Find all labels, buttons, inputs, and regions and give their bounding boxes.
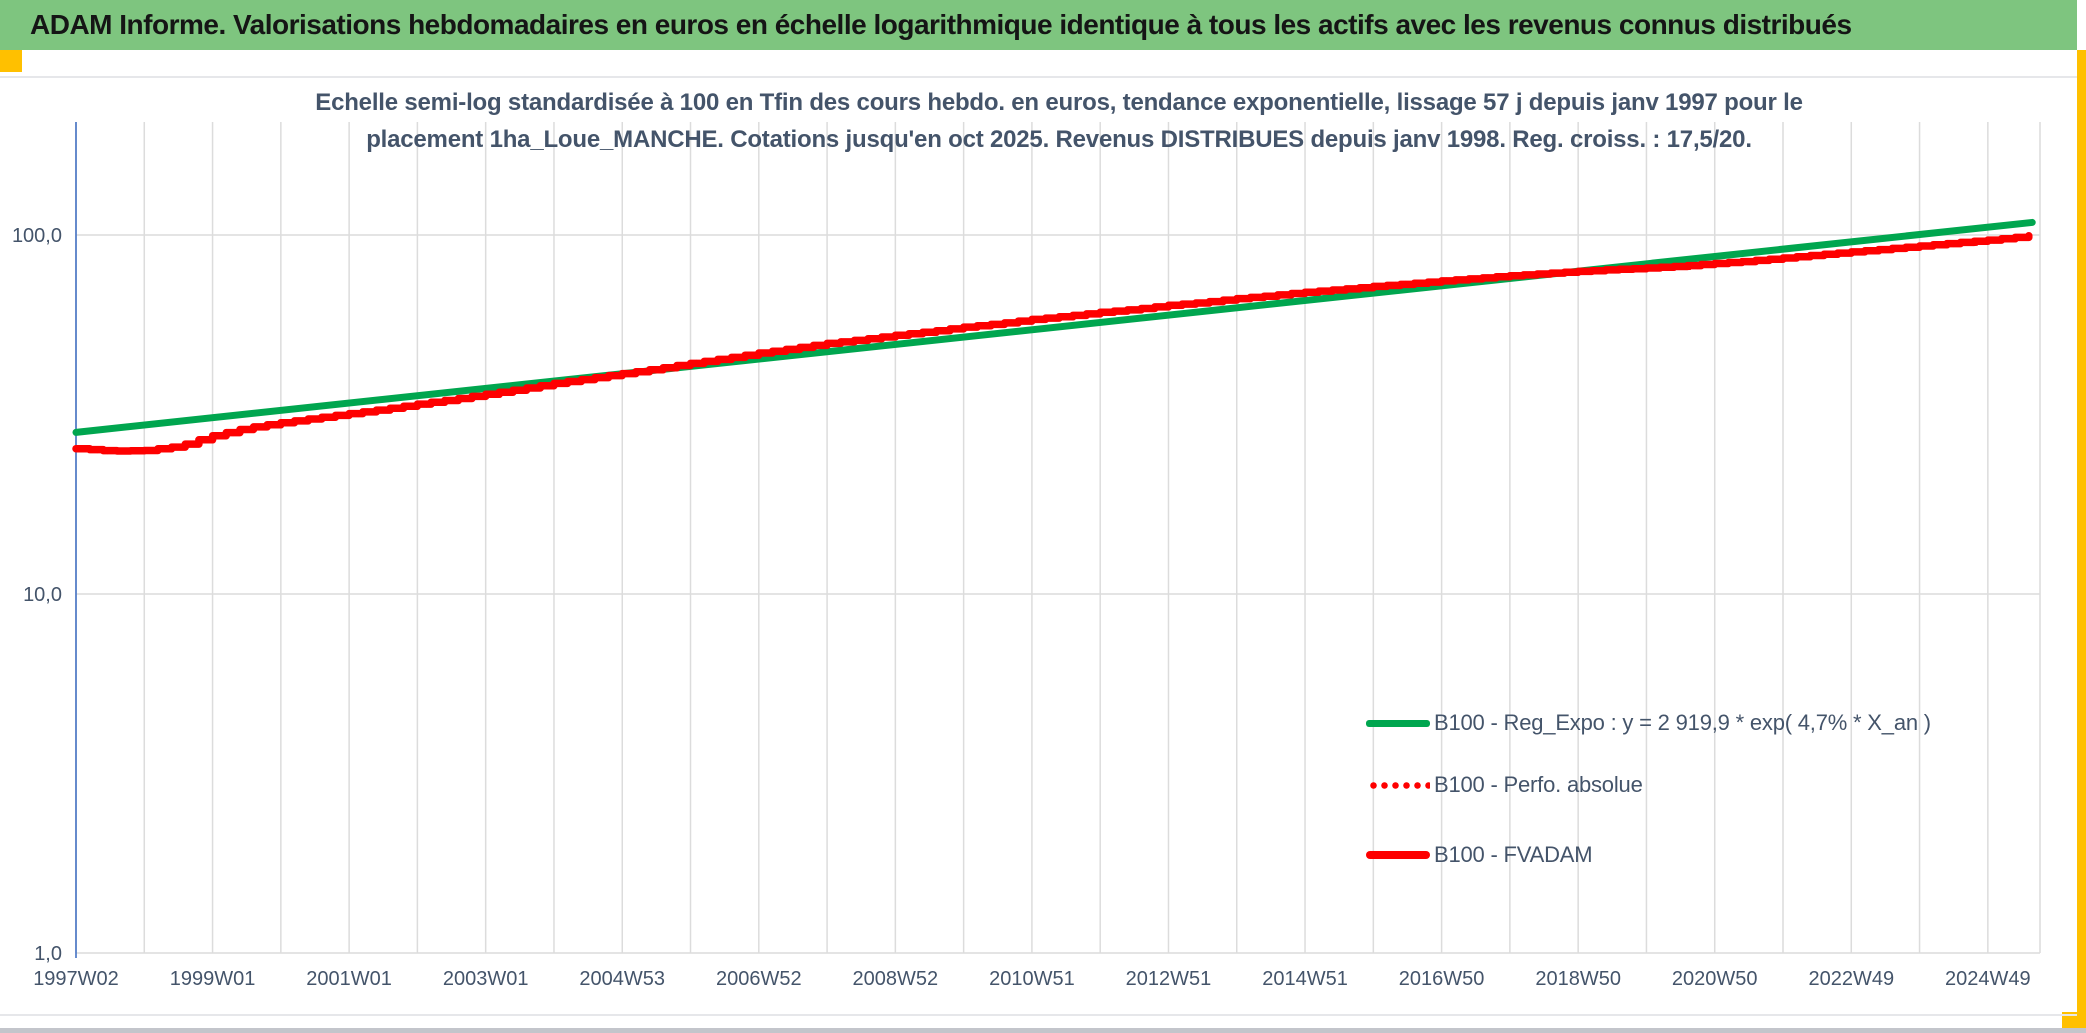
x-tick-label: 2024W49	[1945, 968, 2031, 990]
x-tick-label: 2014W51	[1262, 968, 1348, 990]
x-tick-label: 2018W50	[1535, 968, 1621, 990]
page-title: ADAM Informe. Valorisations hebdomadaire…	[30, 9, 1852, 40]
legend-label-fvadam: B100 - FVADAM	[1434, 842, 1593, 867]
legend-item-perfo-absolue: B100 - Perfo. absolue	[1366, 770, 1643, 800]
x-tick-label: 2003W01	[443, 968, 529, 990]
orange-corner-top-left	[0, 50, 22, 72]
chart-top-border	[0, 76, 2077, 78]
x-tick-label: 1999W01	[170, 968, 256, 990]
series-reg-expo-line	[72, 218, 2036, 436]
red-dotted-line-swatch-icon	[1366, 781, 1430, 789]
series-fvadam-line	[72, 232, 2033, 455]
x-tick-label: 1997W02	[33, 968, 119, 990]
bottom-screen-strip	[0, 1028, 2086, 1033]
x-tick-label: 2020W50	[1672, 968, 1758, 990]
orange-corner-bottom-right	[2062, 1012, 2086, 1033]
x-tick-label: 2006W52	[716, 968, 802, 990]
series-perfo-absolue-line	[72, 232, 2033, 455]
orange-strip-right	[2077, 50, 2086, 1033]
legend-item-reg-expo: B100 - Reg_Expo : y = 2 919,9 * exp( 4,7…	[1366, 708, 1931, 738]
y-tick-label: 10,0	[23, 584, 62, 606]
x-tick-label: 2022W49	[1808, 968, 1894, 990]
x-tick-label: 2012W51	[1126, 968, 1212, 990]
header-bar: ADAM Informe. Valorisations hebdomadaire…	[0, 0, 2077, 50]
x-tick-label: 2010W51	[989, 968, 1075, 990]
red-solid-line-swatch-icon	[1366, 851, 1430, 859]
chart-subtitle-line1: Echelle semi-log standardisée à 100 en T…	[315, 89, 1803, 116]
legend-label-perfo-absolue: B100 - Perfo. absolue	[1434, 772, 1643, 797]
chart-subtitle-line2: placement 1ha_Loue_MANCHE. Cotations jus…	[366, 126, 1752, 153]
green-trend-line-swatch-icon	[1366, 719, 1430, 727]
legend-label-reg-expo: B100 - Reg_Expo : y = 2 919,9 * exp( 4,7…	[1434, 710, 1931, 735]
y-tick-label: 1,0	[34, 943, 62, 965]
x-tick-label: 2001W01	[306, 968, 392, 990]
y-tick-label: 100,0	[12, 225, 62, 247]
x-tick-label: 2016W50	[1399, 968, 1485, 990]
chart-subtitle: Echelle semi-log standardisée à 100 en T…	[80, 84, 2038, 158]
chart-bottom-border	[0, 1014, 2077, 1016]
x-tick-label: 2004W53	[579, 968, 665, 990]
legend-item-fvadam: B100 - FVADAM	[1366, 840, 1593, 870]
x-tick-label: 2008W52	[853, 968, 939, 990]
